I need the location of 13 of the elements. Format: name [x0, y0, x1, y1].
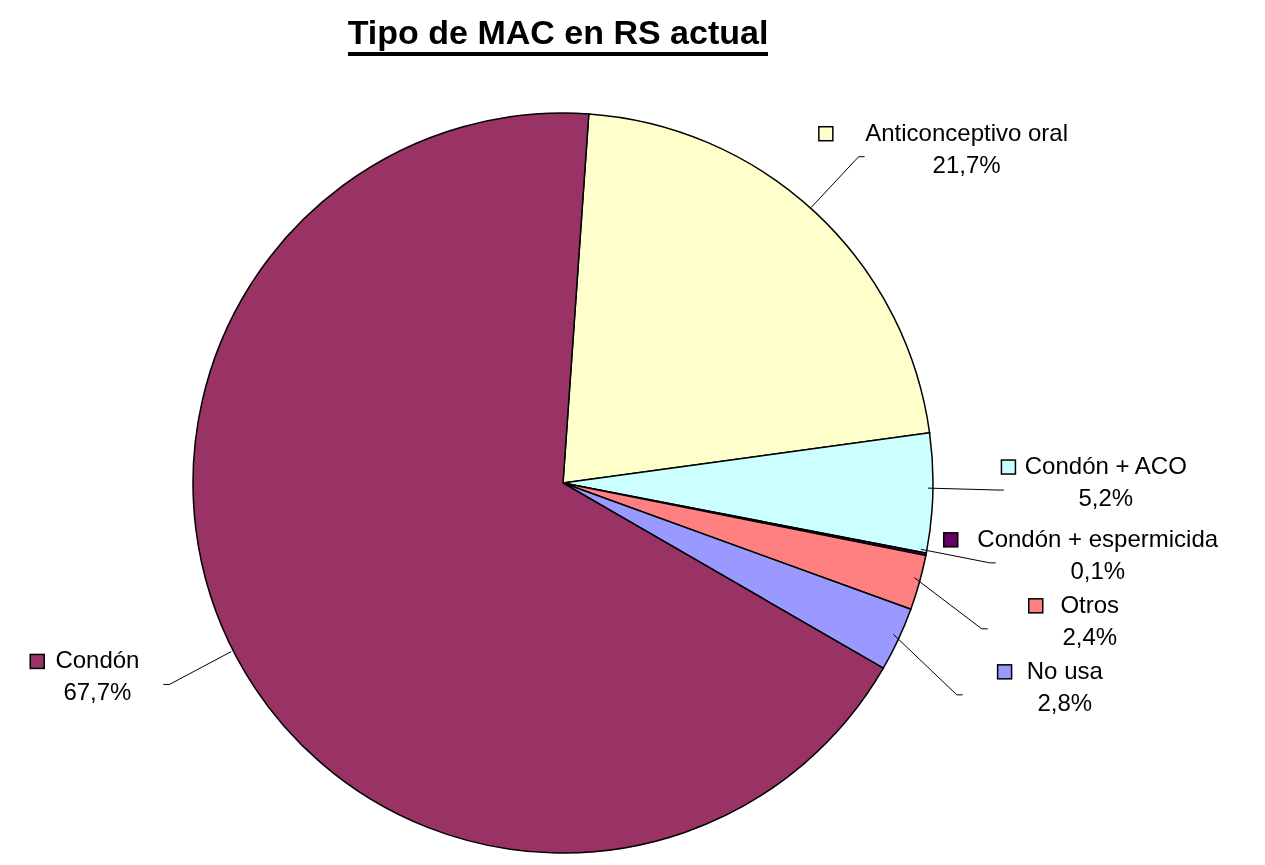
data-label: 21,7% — [932, 150, 1001, 178]
data-label: 2,8% — [1037, 688, 1093, 716]
legend-label: Condón + ACO — [1024, 452, 1187, 480]
legend-label: Otros — [1060, 590, 1120, 618]
data-label: 2,4% — [1062, 622, 1118, 650]
legend-label: Anticonceptivo oral — [865, 118, 1069, 146]
chart-title: Tipo de MAC en RS actual — [347, 12, 769, 56]
legend-label: Condón + espermicida — [977, 524, 1219, 552]
data-label: 67,7% — [63, 678, 132, 706]
legend-label: No usa — [1026, 656, 1104, 684]
data-label: 0,1% — [1070, 556, 1126, 584]
legend-label: Condón — [55, 646, 140, 674]
data-label: 5,2% — [1078, 484, 1134, 512]
